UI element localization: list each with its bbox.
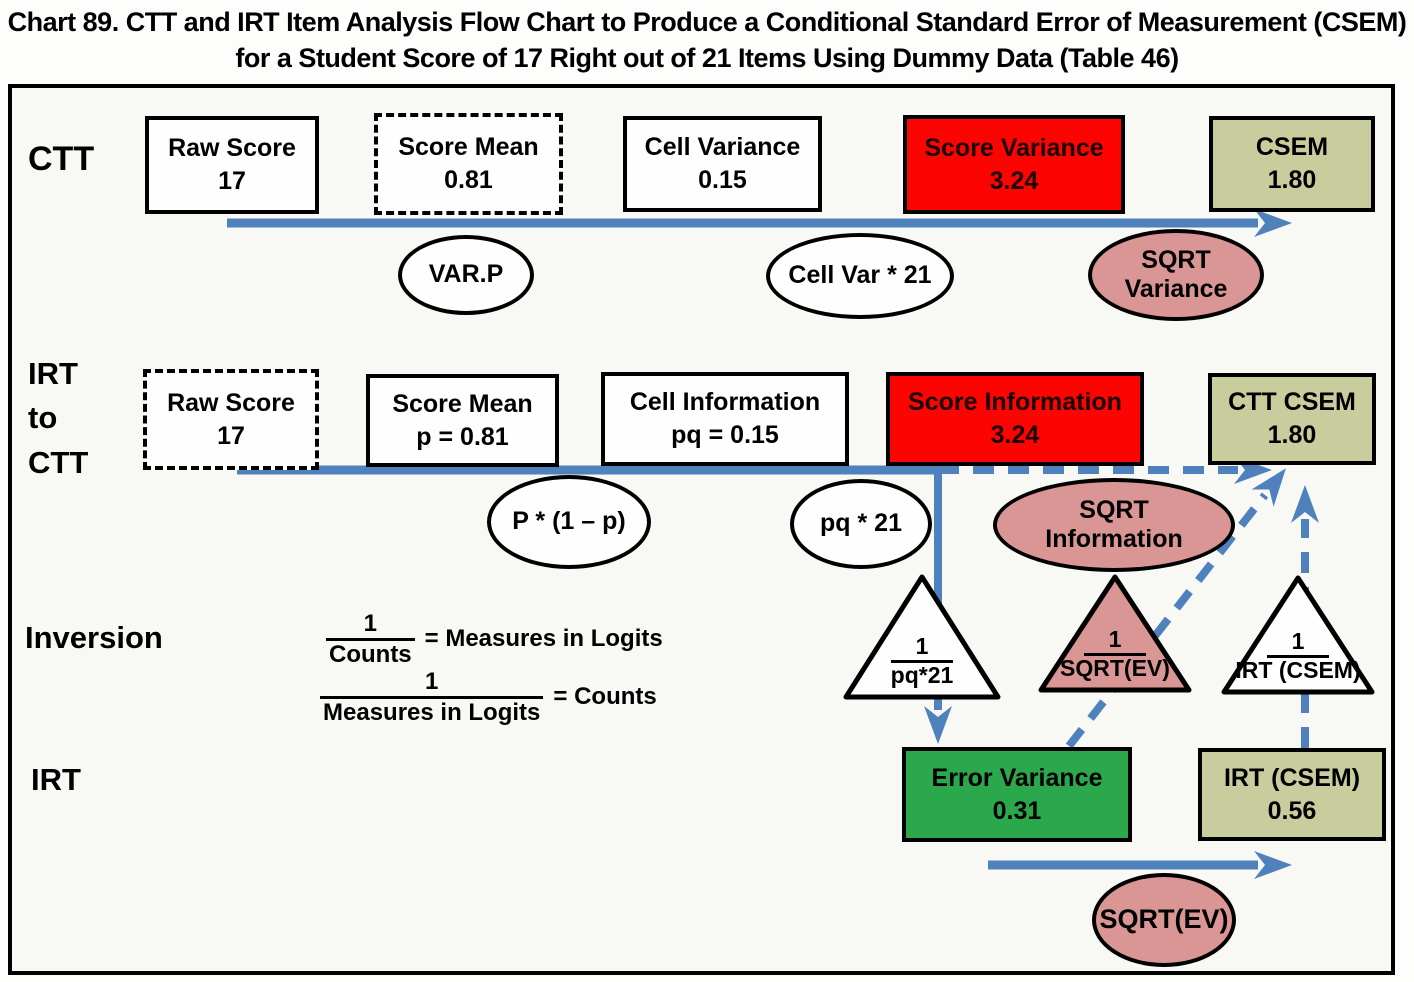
box-raw-score-irt-value: 17 [217,421,245,450]
op-pq-21-label: pq * 21 [820,509,902,538]
chart-title: Chart 89. CTT and IRT Item Analysis Flow… [0,5,1414,77]
row-label-irt: IRT [31,762,81,797]
box-raw-score-ctt-label: Raw Score [168,134,296,162]
inversion-formula-1: 1 Counts = Measures in Logits [326,610,663,668]
op-p-1-minus-p: P * (1 – p) [487,475,651,569]
box-cell-information: Cell Information pq = 0.15 [601,372,849,466]
box-raw-score-ctt: Raw Score 17 [145,116,319,214]
triangle-inverse-pq21-denominator: pq*21 [890,662,954,689]
box-score-variance-value: 3.24 [989,166,1039,195]
box-error-variance-label: Error Variance [931,763,1103,792]
op-sqrt-ev-label: SQRT(EV) [1099,904,1229,935]
triangle-inverse-sqrt-ev-denominator: SQRT(EV) [1060,655,1170,682]
error-variance-to-ctt-csem-arrow [1065,468,1286,749]
inversion-formula-2-result: = Counts [553,683,657,711]
box-ctt-csem-label: CTT CSEM [1228,388,1356,416]
inversion-formula-2-denominator: Measures in Logits [320,695,544,727]
op-sqrt-ev: SQRT(EV) [1092,873,1236,967]
triangle-inverse-irt-csem: 1 IRT (CSEM) [1220,574,1376,696]
row-label-ctt: CTT [28,140,95,178]
row-label-inversion: Inversion [25,620,163,655]
box-csem-label: CSEM [1255,133,1329,161]
op-varp: VAR.P [398,235,534,315]
op-cell-var-21: Cell Var * 21 [766,233,954,319]
box-cell-information-value: pq = 0.15 [671,421,779,449]
box-raw-score-ctt-value: 17 [218,167,246,195]
inversion-formula-1-result: = Measures in Logits [424,625,663,653]
box-ctt-csem-value: 1.80 [1267,421,1317,449]
box-cell-variance-label: Cell Variance [644,133,801,161]
row-label-irt-to-ctt: IRT to CTT [28,352,88,485]
row-label-irt-line3: CTT [28,444,89,480]
box-score-mean-irt: Score Mean p = 0.81 [366,374,559,467]
op-sqrt-variance: SQRT Variance [1088,229,1264,321]
box-error-variance-value: 0.31 [992,796,1042,825]
op-p-1-minus-p-label: P * (1 – p) [512,507,626,536]
box-score-mean-ctt-value: 0.81 [444,166,493,194]
inversion-formula-2: 1 Measures in Logits = Counts [320,668,657,726]
box-cell-variance: Cell Variance 0.15 [623,116,822,212]
box-cell-information-label: Cell Information [629,388,821,416]
box-csem: CSEM 1.80 [1209,116,1375,212]
chart-title-line1: Chart 89. CTT and IRT Item Analysis Flow… [7,7,1407,37]
inversion-formula-1-numerator: 1 [363,610,377,637]
op-sqrt-information: SQRT Information [993,478,1235,572]
box-error-variance: Error Variance 0.31 [902,747,1132,842]
inversion-formula-2-numerator: 1 [425,668,439,695]
op-varp-label: VAR.P [428,260,504,289]
box-irt-csem-label: IRT (CSEM) [1223,763,1361,792]
triangle-inverse-irt-csem-numerator: 1 [1267,628,1329,659]
op-cell-var-21-label: Cell Var * 21 [788,261,932,290]
box-score-mean-ctt-label: Score Mean [398,133,539,161]
triangle-inverse-sqrt-ev-numerator: 1 [1084,626,1146,657]
op-sqrt-information-line2: Information [1045,525,1183,553]
box-score-information-value: 3.24 [990,421,1040,449]
box-ctt-csem: CTT CSEM 1.80 [1208,373,1376,465]
inversion-formula-1-denominator: Counts [326,637,415,669]
row-label-irt-line1: IRT [28,356,78,391]
inversion-formula-2-fraction: 1 Measures in Logits [320,668,544,727]
inversion-formula-1-fraction: 1 Counts [326,610,415,668]
box-score-mean-irt-value: p = 0.81 [416,422,509,451]
row-label-irt-line2: to [28,400,58,436]
box-raw-score-irt: Raw Score 17 [143,369,319,470]
op-sqrt-information-line1: SQRT [1079,495,1149,524]
box-score-mean-irt-label: Score Mean [392,389,533,418]
triangle-inverse-pq21: 1 pq*21 [842,573,1002,701]
op-sqrt-variance-line1: SQRT [1141,245,1211,274]
op-sqrt-variance-line2: Variance [1124,275,1228,303]
box-irt-csem-value: 0.56 [1267,796,1317,825]
box-raw-score-irt-label: Raw Score [167,388,295,417]
box-cell-variance-value: 0.15 [698,166,747,194]
op-pq-21: pq * 21 [790,479,932,569]
triangle-inverse-pq21-numerator: 1 [891,633,953,664]
box-score-variance-label: Score Variance [924,133,1104,162]
triangle-inverse-sqrt-ev: 1 SQRT(EV) [1037,573,1193,694]
chart-title-line2: for a Student Score of 17 Right out of 2… [235,42,1179,73]
box-score-mean-ctt: Score Mean 0.81 [374,113,563,215]
box-irt-csem: IRT (CSEM) 0.56 [1198,748,1386,841]
triangle-inverse-irt-csem-denominator: IRT (CSEM) [1235,657,1361,684]
box-score-information-label: Score Information [908,388,1122,416]
box-csem-value: 1.80 [1267,166,1317,194]
box-score-information: Score Information 3.24 [886,372,1144,466]
box-score-variance: Score Variance 3.24 [903,115,1125,214]
